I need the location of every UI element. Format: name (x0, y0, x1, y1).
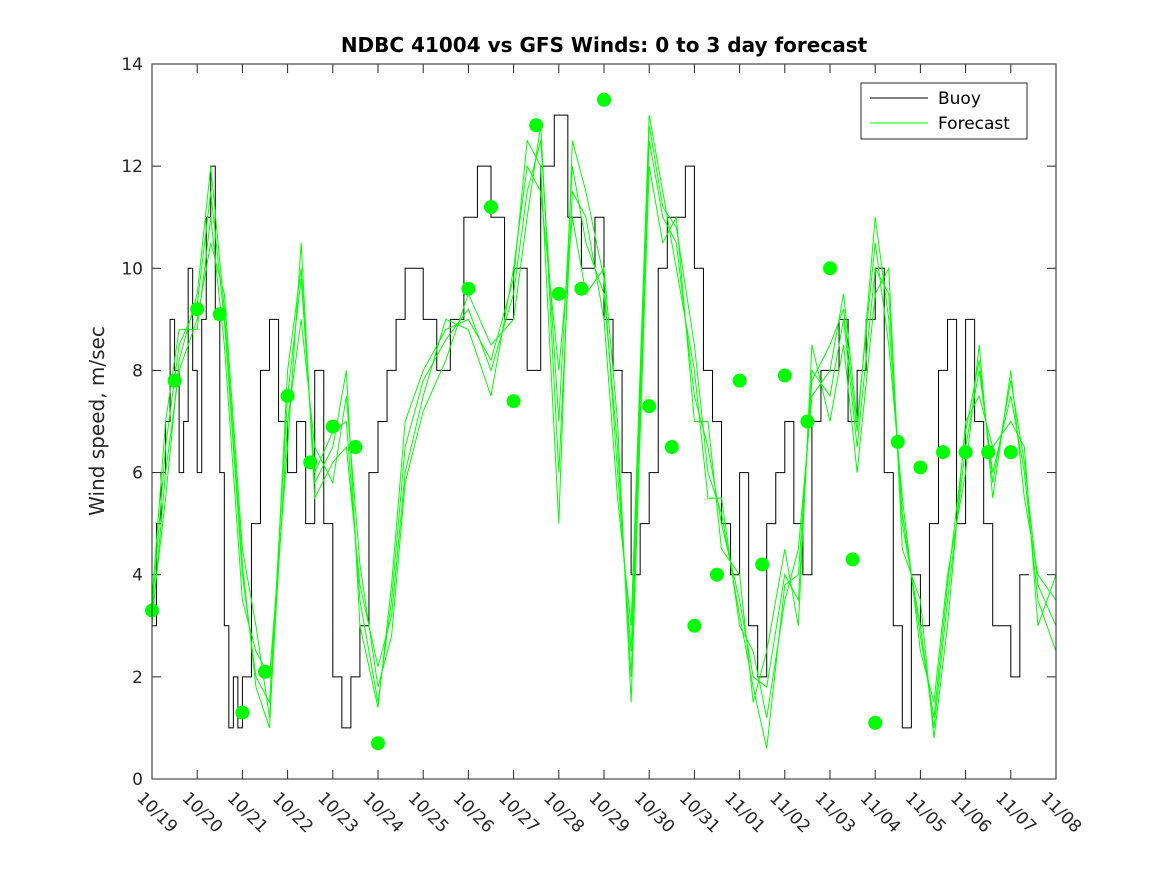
x-tick-label: 10/20 (178, 788, 227, 837)
forecast-series-line-3 (151, 125, 1057, 749)
analysis-point (981, 445, 996, 460)
x-tick-label: 11/06 (946, 788, 995, 837)
y-tick-label: 0 (132, 770, 143, 790)
analysis-point (280, 388, 295, 403)
analysis-point (687, 618, 702, 633)
analysis-point (958, 445, 973, 460)
y-tick-label: 2 (132, 668, 143, 688)
analysis-point (845, 552, 860, 567)
analysis-point (212, 307, 227, 322)
analysis-point (574, 281, 589, 296)
analysis-point (461, 281, 476, 296)
analysis-point (936, 445, 950, 460)
analysis-point (348, 440, 363, 455)
analysis-point (506, 394, 521, 409)
y-tick-label: 6 (132, 464, 143, 484)
x-tick-label: 10/23 (313, 788, 362, 837)
analysis-point (190, 302, 205, 317)
y-tick-label: 4 (132, 566, 143, 586)
buoy-series-line (152, 114, 1029, 729)
y-axis-label: Wind speed, m/sec (85, 326, 109, 516)
x-tick-label: 11/05 (901, 788, 950, 837)
analysis-point (823, 261, 837, 276)
y-tick-label: 14 (121, 55, 143, 75)
x-tick-label: 10/29 (584, 788, 633, 837)
forecast-series-line-2 (151, 164, 1057, 739)
x-tick-label: 10/21 (223, 788, 272, 837)
analysis-point (642, 399, 657, 414)
analysis-point (325, 419, 340, 434)
analysis-point (664, 440, 679, 455)
analysis-point (868, 715, 883, 730)
legend-box (860, 82, 1028, 140)
legend: Buoy Forecast (860, 82, 1028, 140)
analysis-point (529, 118, 544, 133)
forecast-series-line-1 (151, 114, 1057, 718)
x-tick-label: 10/19 (132, 788, 181, 837)
analysis-point (800, 414, 815, 429)
x-tick-label: 10/30 (630, 788, 679, 837)
analysis-point (235, 705, 250, 720)
x-tick-label: 10/22 (268, 788, 317, 837)
analysis-point (551, 286, 566, 301)
x-tick-label: 11/08 (1036, 788, 1085, 837)
x-tick-label: 10/27 (494, 788, 543, 837)
x-tick-label: 10/31 (675, 788, 724, 837)
analysis-point (371, 736, 385, 751)
analysis-point (597, 92, 611, 107)
analysis-point (167, 373, 182, 388)
analysis-point (890, 434, 905, 449)
analysis-point (913, 460, 928, 475)
y-tick-label: 8 (132, 361, 143, 381)
analysis-point (303, 455, 318, 470)
analysis-markers (145, 92, 1018, 751)
x-tick-label: 11/02 (765, 788, 814, 837)
x-tick-label: 10/26 (449, 788, 498, 837)
legend-label-forecast: Forecast (938, 114, 1010, 134)
y-tick-label: 12 (121, 157, 143, 177)
x-tick-label: 10/25 (404, 788, 453, 837)
x-tick-label: 11/01 (720, 788, 769, 837)
series-layer (151, 114, 1057, 749)
x-tick-label: 11/03 (810, 788, 859, 837)
x-tick-label: 10/28 (539, 788, 588, 837)
x-tick-label: 11/07 (991, 788, 1040, 837)
analysis-point (258, 664, 272, 679)
analysis-point (732, 373, 747, 388)
plot-frame (151, 63, 1057, 780)
analysis-point (777, 368, 792, 383)
analysis-point (1003, 445, 1018, 460)
analysis-point (755, 557, 770, 572)
chart-title: NDBC 41004 vs GFS Winds: 0 to 3 day fore… (341, 33, 868, 57)
analysis-point (710, 567, 724, 582)
analysis-point (484, 200, 498, 214)
x-tick-label: 11/04 (856, 788, 905, 837)
legend-label-buoy: Buoy (938, 89, 981, 109)
y-tick-label: 10 (121, 259, 143, 279)
x-tick-label: 10/24 (358, 788, 407, 837)
